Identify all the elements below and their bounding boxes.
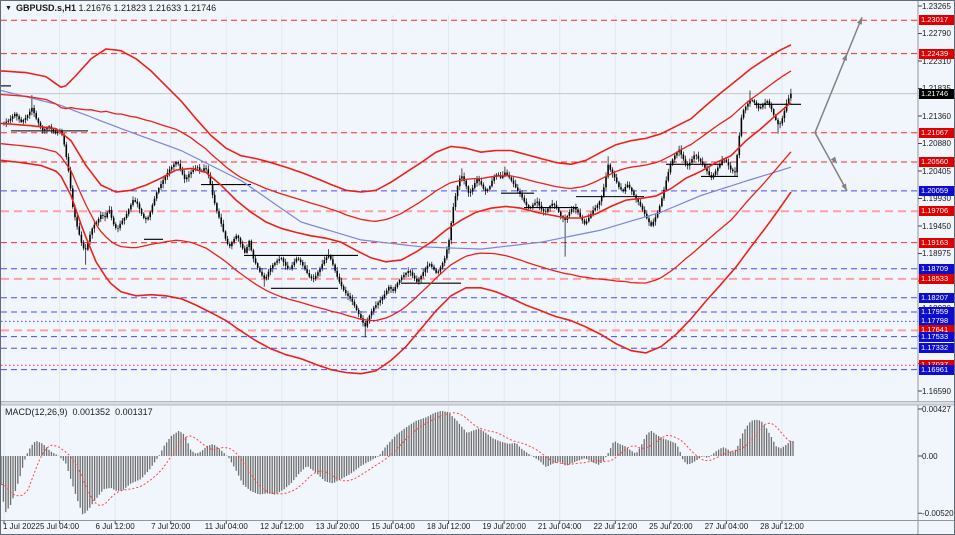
macd-indicator-label: MACD(12,26,9) [5, 407, 68, 417]
price-tick-label: 1.19450 [922, 221, 951, 231]
time-tick-label: 22 Jul 12:00 [593, 522, 638, 531]
price-level-badge: 1.17959 [919, 307, 954, 318]
price-level-badge: 1.17798 [919, 316, 954, 327]
macd-value-signal: 0.001317 [115, 407, 153, 417]
macd-tick-label: 0.00427 [922, 404, 951, 414]
current-price-badge: 1.21746 [919, 88, 954, 99]
price-tick-label: 1.20880 [922, 139, 951, 148]
price-tick-label: 1.22790 [922, 29, 951, 38]
time-tick-label: 6 Jul 12:00 [95, 522, 135, 531]
price-axis[interactable]: 1.23265 1.22790 1.22310 1.21835 1.21360 1.208… [919, 1, 955, 534]
price-level-badge: 1.21067 [919, 127, 954, 138]
time-tick-label: 21 Jul 04:00 [537, 522, 582, 531]
price-tick-label: 1.22310 [922, 56, 951, 66]
macd-tick-label: -0.005202 [922, 508, 955, 518]
price-level-badge: 1.18709 [919, 263, 954, 274]
price-level-badge: 1.17332 [919, 343, 954, 354]
time-tick-label: 7 Jul 20:00 [151, 522, 191, 531]
price-level-badge: 1.16961 [919, 364, 954, 375]
time-tick-label: 15 Jul 04:00 [371, 522, 415, 531]
symbol-period-label: GBPUSD.s,H1 [15, 3, 76, 13]
price-level-badge: 1.17533 [919, 331, 954, 342]
price-level-badge: 1.18533 [919, 273, 954, 284]
price-tick-label: 1.23265 [922, 1, 951, 11]
time-tick-label: 27 Jul 04:00 [704, 522, 749, 531]
time-tick-label: 25 Jul 20:00 [649, 522, 693, 531]
price-level-badge: 1.19163 [919, 237, 954, 248]
price-level-badge: 1.20059 [919, 185, 954, 196]
chart-dropdown-icon[interactable]: ▼ [5, 5, 12, 12]
time-tick-label: 13 Jul 20:00 [315, 522, 360, 531]
time-tick-label: 28 Jul 12:00 [760, 522, 804, 531]
price-level-badge: 1.20560 [919, 157, 954, 168]
macd-header: MACD(12,26,9) 0.001352 0.001317 [5, 407, 158, 417]
price-tick-label: 1.21360 [922, 111, 951, 121]
macd-value-main: 0.001352 [72, 407, 111, 417]
price-tick-label: 1.18975 [922, 249, 951, 258]
chart-header: ▼ GBPUSD.s,H1 1.21676 1.21823 1.21633 1.2… [5, 3, 216, 13]
time-tick-label: 5 Jul 04:00 [39, 522, 80, 531]
time-axis[interactable]: 1 Jul 2022 5 Jul 04:00 6 Jul 12:00 7 Jul 20… [1, 521, 918, 534]
price-level-badge: 1.23017 [919, 15, 954, 26]
price-tick-label: 1.16590 [922, 386, 951, 396]
price-tick-label: 1.21835 [922, 84, 951, 93]
price-level-badge: 1.19706 [919, 206, 954, 217]
time-tick-label: 19 Jul 20:00 [482, 522, 526, 531]
time-tick-label: 18 Jul 12:00 [426, 522, 471, 531]
price-tick-label: 1.19930 [922, 194, 951, 203]
time-tick-label: 11 Jul 04:00 [204, 522, 248, 531]
price-level-badge: 1.18207 [919, 292, 954, 303]
time-tick-label: 1 Jul 2022 [3, 522, 40, 531]
price-level-badge: 1.22439 [919, 48, 954, 59]
macd-tick-label: 0.00 [922, 451, 938, 461]
price-level-badge: 1.17641 [919, 325, 954, 336]
price-tick-label: 1.20405 [922, 166, 951, 176]
time-tick-label: 12 Jul 12:00 [260, 522, 304, 531]
ohlc-quote-label: 1.21676 1.21823 1.21633 1.21746 [78, 3, 217, 13]
